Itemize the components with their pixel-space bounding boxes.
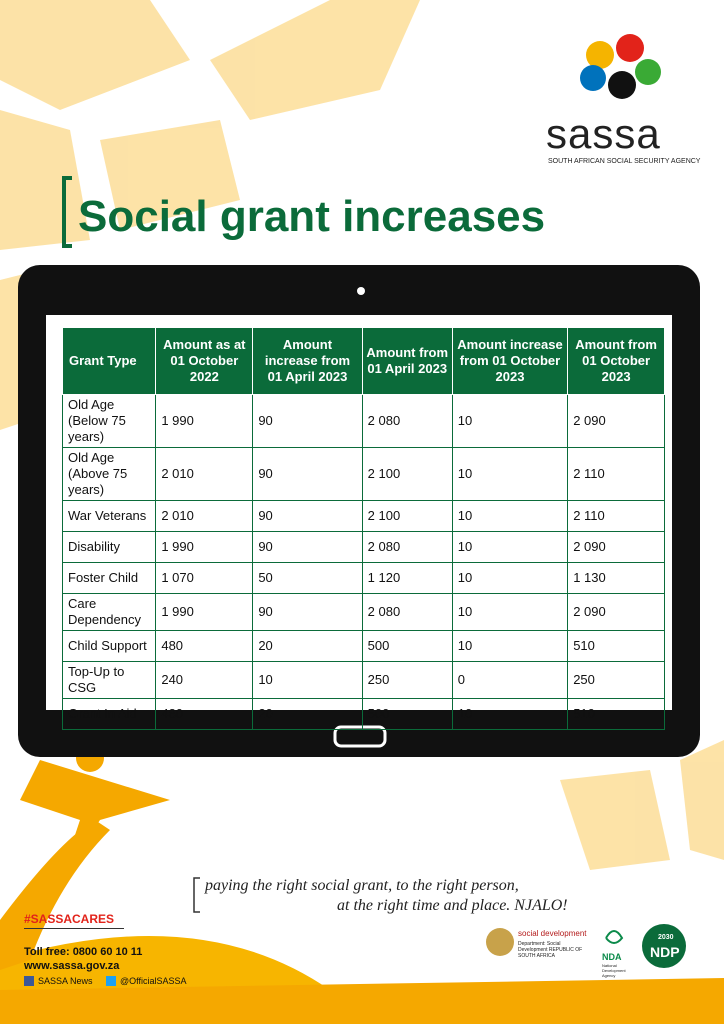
table-cell: 480 [155, 698, 254, 730]
nda: NDA [602, 952, 622, 962]
table-cell: 10 [451, 394, 569, 448]
table-cell: 2 080 [361, 531, 453, 563]
table-cell: 2 090 [567, 394, 665, 448]
table-cell: Top-Up to CSG [61, 661, 157, 699]
table-cell: 2 010 [155, 500, 254, 532]
dsd: social development [518, 929, 587, 938]
table-cell: Foster Child [61, 562, 157, 594]
grant-table: Grant Type Amount as at 01 October 2022 Am… [61, 327, 665, 730]
table-row: Grant In Aid 480 20 500 10 510 [61, 698, 665, 730]
table-cell: 90 [252, 531, 363, 563]
header-cell: Amount increase from 01 October 2023 [451, 327, 569, 395]
table-cell: 240 [155, 661, 254, 699]
table-row: Old Age (Above 75 years) 2 010 90 2 100 10 2 … [61, 447, 665, 501]
table-row: Foster Child 1 070 50 1 120 10 1 130 [61, 562, 665, 594]
table-cell: 2 110 [567, 500, 665, 532]
table-cell: 10 [252, 661, 363, 699]
header-cell: Grant Type [61, 327, 157, 395]
table-row: Old Age (Below 75 years) 1 990 90 2 080 10 2 … [61, 394, 665, 448]
table-cell: 1 120 [361, 562, 453, 594]
title: Social grant increases [78, 192, 546, 241]
table-cell: 2 100 [361, 500, 453, 532]
table-cell: Grant In Aid [61, 698, 157, 730]
table-cell: 250 [567, 661, 665, 699]
table-cell: 1 070 [155, 562, 254, 594]
table-cell: Child Support [61, 630, 157, 662]
table-cell: 1 130 [567, 562, 665, 594]
table-cell: 10 [451, 531, 569, 563]
table-cell: 90 [252, 593, 363, 631]
table-cell: 0 [451, 661, 569, 699]
table-cell: 10 [451, 630, 569, 662]
table-cell: Disability [61, 531, 157, 563]
table-cell: 2 100 [361, 447, 453, 501]
ndp: NDP [650, 944, 680, 960]
header-cell: Amount as at 01 October 2022 [155, 327, 254, 395]
table-cell: 1 990 [155, 394, 254, 448]
hashtag: #SASSACARES [24, 912, 115, 926]
toll-free: Toll free: 0800 60 10 11 [24, 946, 143, 958]
table-cell: 2 080 [361, 394, 453, 448]
table-cell: Care Dependency [61, 593, 157, 631]
table-cell: 10 [451, 593, 569, 631]
table-cell: 10 [451, 698, 569, 730]
table-cell: 20 [252, 698, 363, 730]
table-row: Child Support 480 20 500 10 510 [61, 630, 665, 662]
table-cell: 2 080 [361, 593, 453, 631]
ndp-year: 2030 [658, 934, 674, 941]
website: www.sassa.gov.za [24, 960, 120, 972]
table-cell: 1 990 [155, 593, 254, 631]
table-cell: 10 [451, 500, 569, 532]
header-cell: Amount increase from 01 April 2023 [252, 327, 363, 395]
facebook: SASSA News [38, 976, 93, 986]
table-cell: 510 [567, 698, 665, 730]
slogan-line: paying the right social grant, to the ri… [205, 877, 519, 894]
table-cell: 90 [252, 394, 363, 448]
slogan-line: at the right time and place. NJALO! [337, 897, 568, 914]
table-cell: 90 [252, 500, 363, 532]
table-cell: 2 090 [567, 593, 665, 631]
nda-sub: National Development Agency [602, 963, 626, 978]
table-cell: 2 110 [567, 447, 665, 501]
header-cell: Amount from 01 April 2023 [361, 327, 453, 395]
table-cell: 480 [155, 630, 254, 662]
table-row: Top-Up to CSG 240 10 250 0 250 [61, 661, 665, 699]
logo-agency: SOUTH AFRICAN SOCIAL SECURITY AGENCY [548, 158, 701, 165]
table-cell: 10 [451, 562, 569, 594]
table-cell: 2 090 [567, 531, 665, 563]
table-cell: 2 010 [155, 447, 254, 501]
table-cell: 250 [361, 661, 453, 699]
table-cell: 20 [252, 630, 363, 662]
header-row: Grant Type Amount as at 01 October 2022 Am… [61, 327, 665, 395]
table-cell: Old Age (Below 75 years) [61, 394, 157, 448]
twitter: @OfficialSASSA [120, 976, 187, 986]
dsd-sub: Department: Social Development REPUBLIC … [518, 941, 583, 959]
header-cell: Amount from 01 October 2023 [567, 327, 665, 395]
table-cell: Old Age (Above 75 years) [61, 447, 157, 501]
table-cell: 500 [361, 630, 453, 662]
table-cell: 10 [451, 447, 569, 501]
table-cell: War Veterans [61, 500, 157, 532]
table-row: Disability 1 990 90 2 080 10 2 090 [61, 531, 665, 563]
table-cell: 510 [567, 630, 665, 662]
table-row: Care Dependency 1 990 90 2 080 10 2 090 [61, 593, 665, 631]
table-cell: 90 [252, 447, 363, 501]
table-row: War Veterans 2 010 90 2 100 10 2 110 [61, 500, 665, 532]
table-cell: 500 [361, 698, 453, 730]
table-cell: 50 [252, 562, 363, 594]
table-cell: 1 990 [155, 531, 254, 563]
logo-name: sassa [546, 110, 661, 157]
